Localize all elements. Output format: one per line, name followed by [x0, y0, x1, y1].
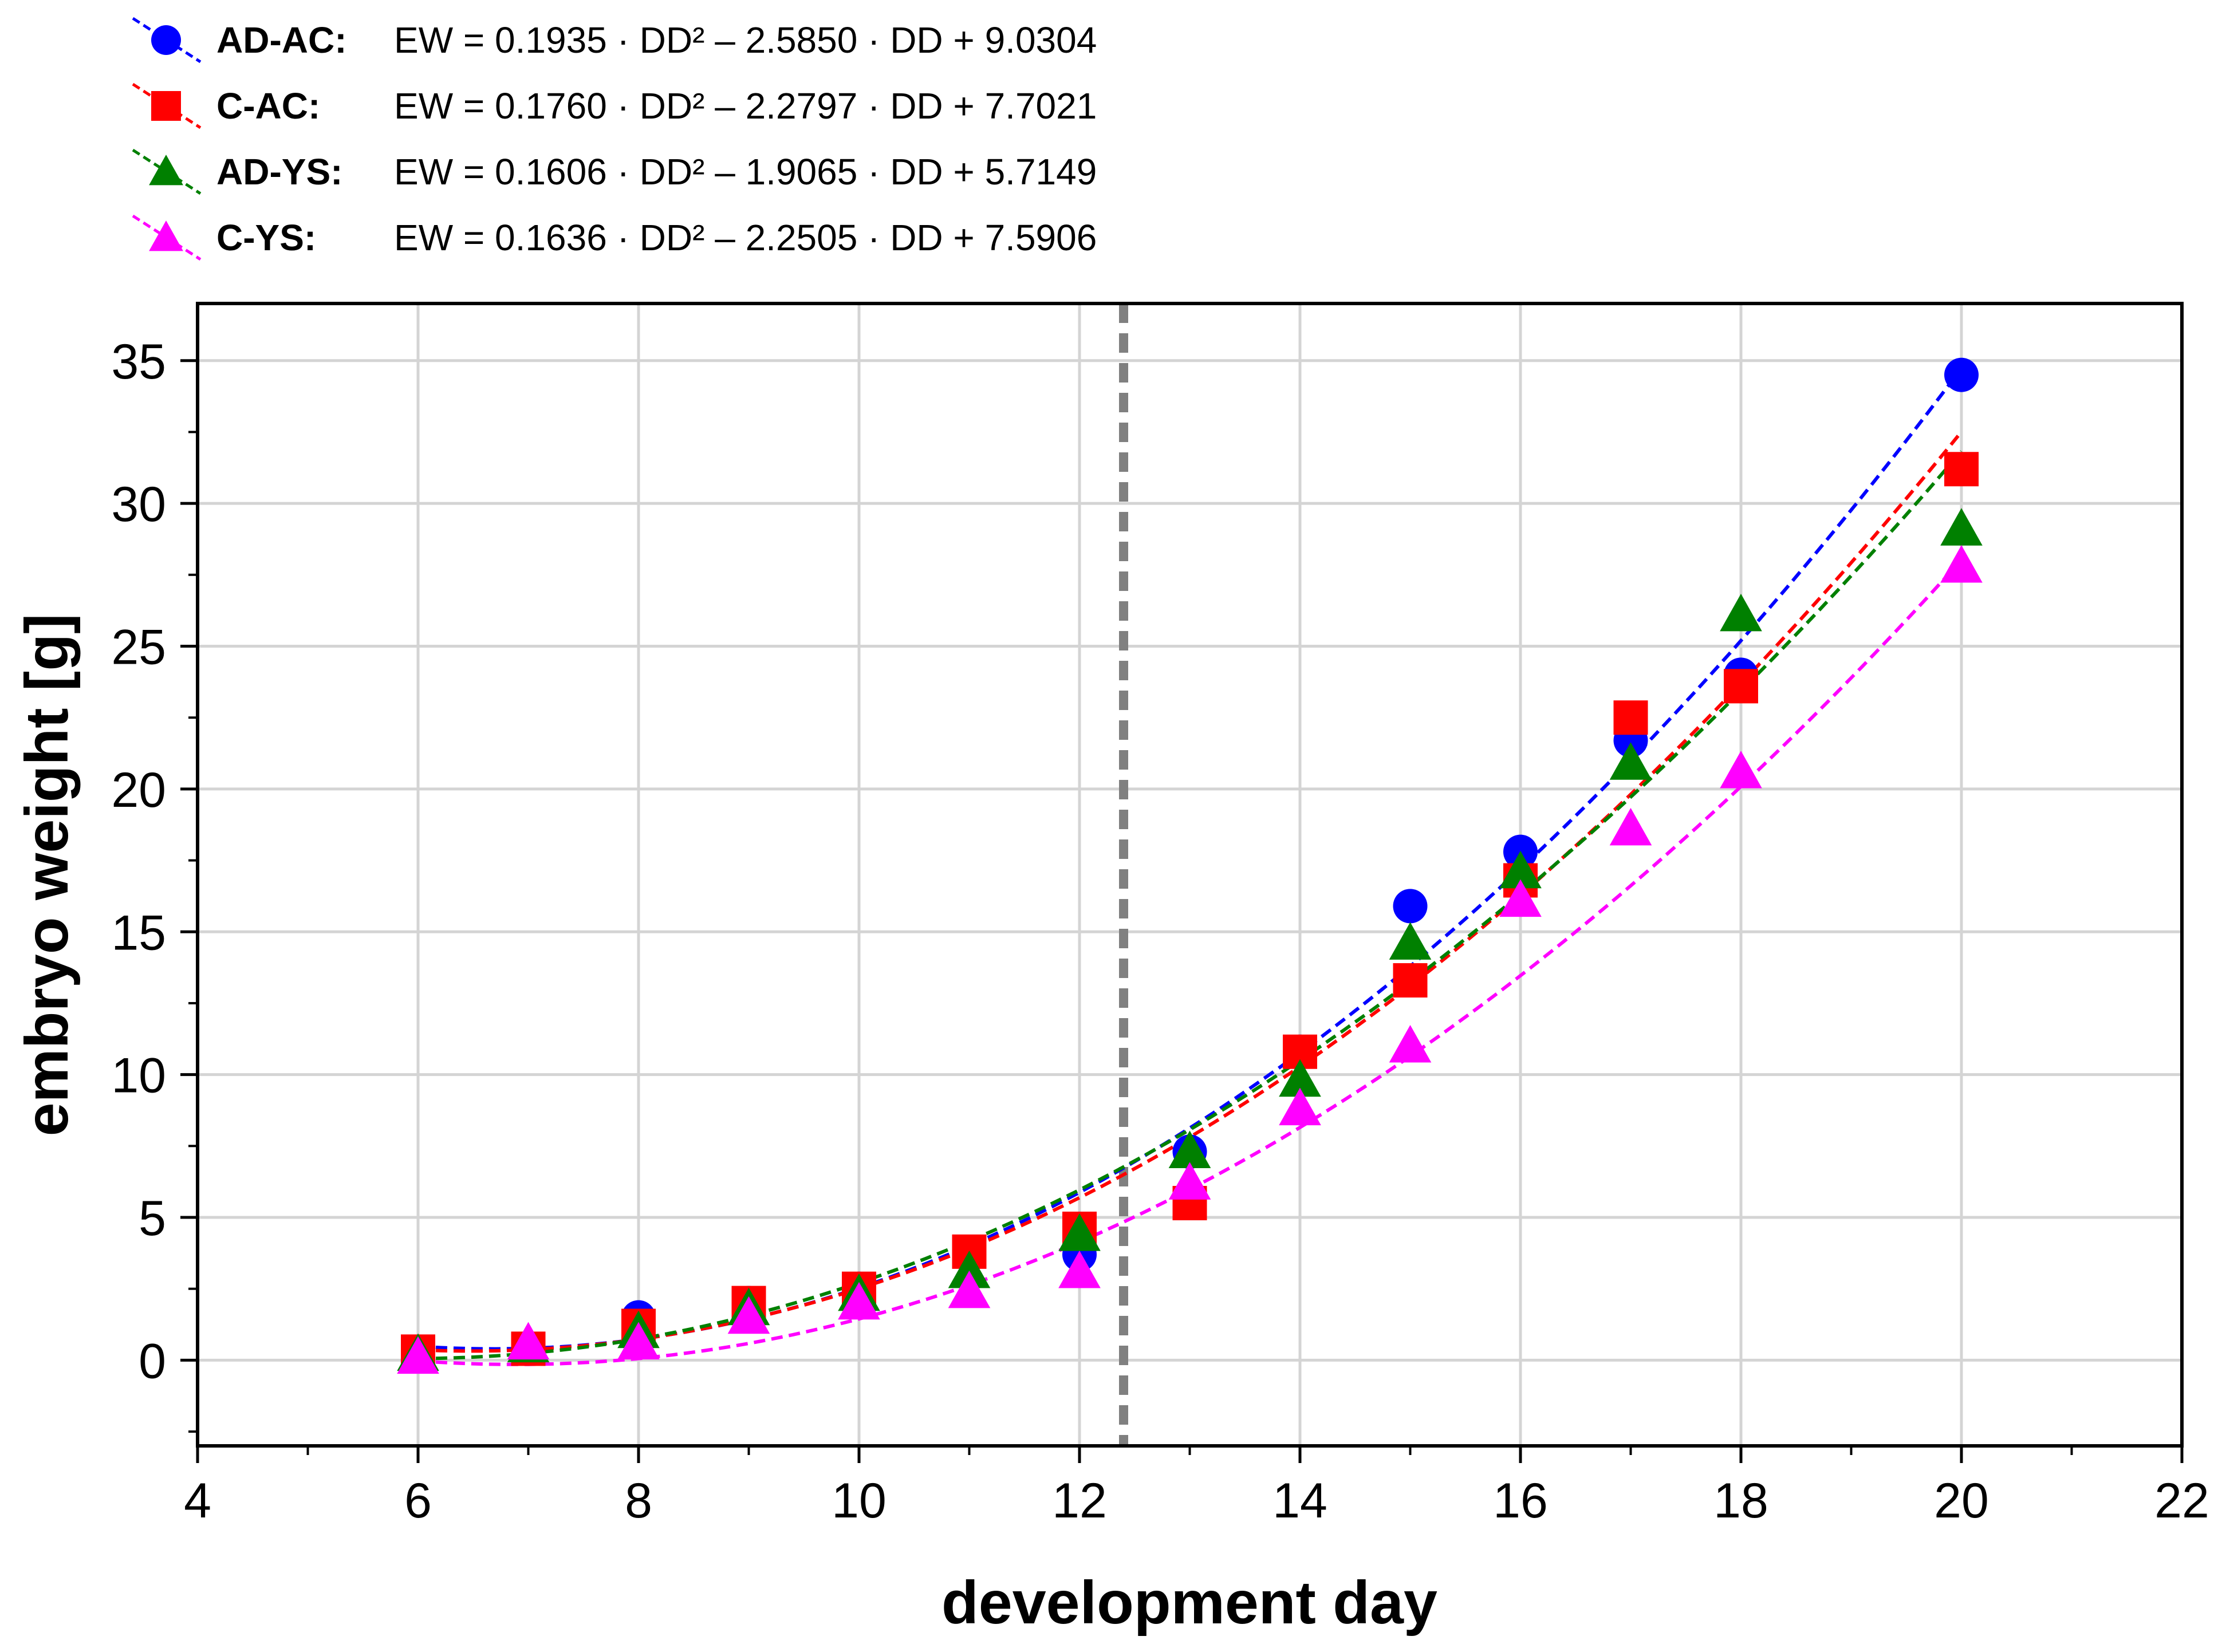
data-point-adys	[1279, 1059, 1321, 1097]
data-point-cac	[1393, 963, 1428, 998]
x-tick-label: 4	[184, 1473, 211, 1528]
x-tick-label: 12	[1052, 1473, 1107, 1528]
legend-marker-adac	[151, 25, 181, 55]
x-axis-title: development day	[941, 1569, 1437, 1637]
data-points	[397, 357, 1983, 1374]
y-tick-label: 5	[139, 1191, 166, 1246]
data-point-adys	[948, 1250, 991, 1288]
x-tick-label: 14	[1272, 1473, 1327, 1528]
data-point-cys	[838, 1282, 880, 1320]
legend-equation-cys: EW = 0.1636 · DD² – 2.2505 · DD + 7.5906	[394, 217, 1097, 258]
legend-label-cac: C-AC:	[216, 85, 320, 127]
y-tick-label: 30	[111, 477, 166, 532]
data-point-cys	[1940, 545, 1983, 583]
x-tick-label: 6	[404, 1473, 432, 1528]
data-point-cys	[1720, 751, 1762, 788]
data-point-adac	[1944, 357, 1979, 392]
data-point-adys	[1499, 850, 1542, 889]
x-tick-label: 20	[1934, 1473, 1989, 1528]
y-axis-title: embryo weight [g]	[13, 614, 81, 1137]
y-tick-label: 0	[139, 1334, 166, 1389]
data-point-cys	[1389, 1024, 1432, 1063]
legend-label-cys: C-YS:	[216, 217, 316, 258]
legend-marker-cac	[151, 91, 181, 121]
legend-marker-cys	[149, 220, 183, 251]
y-tick-label: 20	[111, 763, 166, 818]
data-point-adys	[1609, 742, 1652, 780]
legend-equation-adys: EW = 0.1606 · DD² – 1.9065 · DD + 5.7149	[394, 151, 1097, 192]
legend-label-adac: AD-AC:	[216, 19, 347, 61]
y-tick-label: 10	[111, 1048, 166, 1103]
data-point-cys	[397, 1336, 439, 1374]
data-point-adys	[1389, 922, 1432, 960]
fit-curve-adys	[417, 450, 1963, 1361]
x-tick-label: 16	[1493, 1473, 1548, 1528]
legend-equation-adac: EW = 0.1935 · DD² – 2.5850 · DD + 9.0304	[394, 19, 1097, 61]
y-tick-label: 15	[111, 905, 166, 960]
data-point-cys	[1058, 1250, 1101, 1288]
data-point-cys	[948, 1270, 991, 1308]
data-point-cys	[1168, 1162, 1211, 1200]
x-tick-label: 8	[625, 1473, 652, 1528]
axis-ticks: 4 6 8 10 12 14 16 18 20 22 0 5 10 15 20 25 30 35	[111, 334, 2209, 1528]
y-tick-label: 35	[111, 334, 166, 389]
legend-label-adys: AD-YS:	[216, 151, 342, 192]
data-point-cys	[1279, 1087, 1321, 1126]
data-point-adys	[1058, 1213, 1101, 1251]
x-tick-label: 18	[1713, 1473, 1768, 1528]
legend-marker-adys	[149, 155, 183, 186]
data-point-adys	[1720, 593, 1762, 632]
plot-frame	[196, 302, 2184, 1448]
data-point-cys	[617, 1322, 660, 1360]
data-point-adys	[1940, 508, 1983, 546]
x-tick-label: 10	[832, 1473, 887, 1528]
legend-equation-cac: EW = 0.1760 · DD² – 2.2797 · DD + 7.7021	[394, 85, 1097, 127]
data-point-cac	[1724, 669, 1758, 704]
data-point-cac	[1613, 700, 1648, 735]
data-point-adac	[1393, 889, 1428, 924]
grid	[198, 303, 2182, 1446]
data-point-cys	[727, 1296, 770, 1334]
data-point-adys	[1168, 1130, 1211, 1168]
y-tick-label: 25	[111, 620, 166, 675]
data-point-cac	[1944, 452, 1979, 487]
data-point-cys	[1609, 807, 1652, 846]
x-tick-label: 22	[2154, 1473, 2209, 1528]
data-point-cys	[507, 1322, 550, 1360]
data-point-cys	[1499, 879, 1542, 917]
legend: AD-AC: EW = 0.1935 · DD² – 2.5850 · DD + …	[132, 17, 1097, 261]
